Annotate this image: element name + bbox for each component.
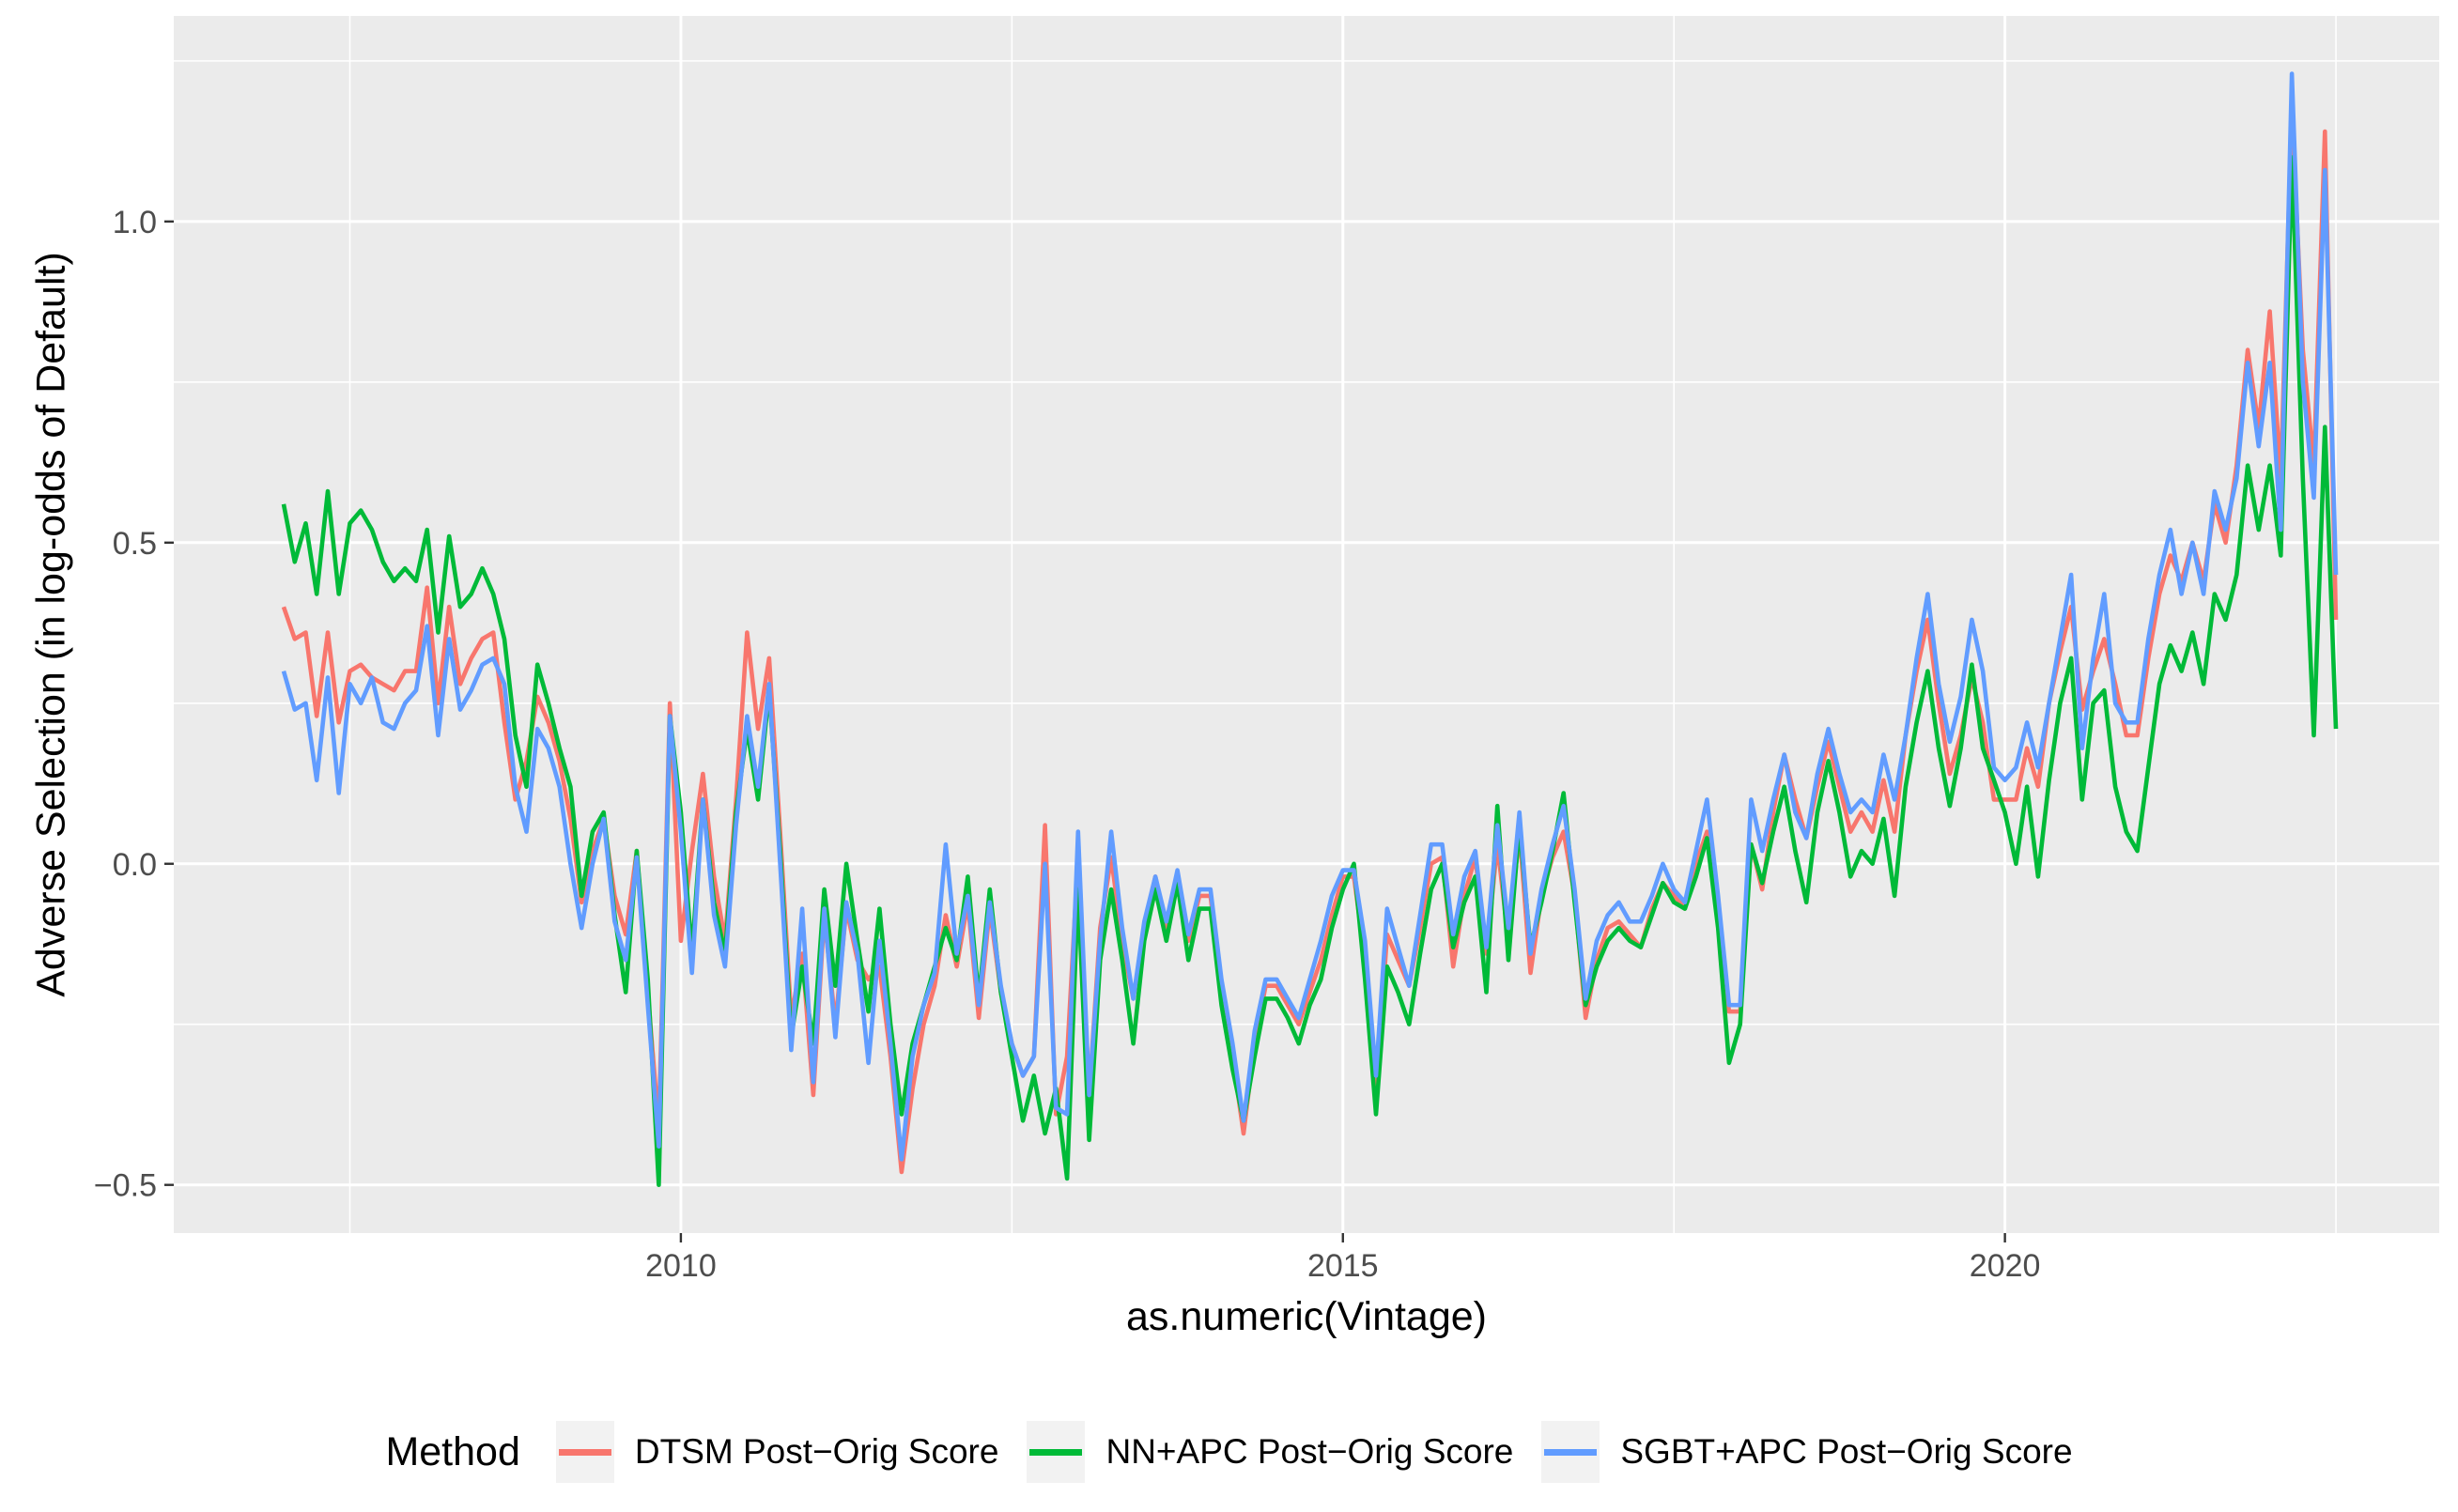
y-tick-label: −0.5 xyxy=(94,1168,157,1204)
series-line-sgbt+apc xyxy=(281,71,2339,1162)
y-tick-label: 1.0 xyxy=(113,205,157,240)
legend: Method DTSM Post−Orig Score NN+APC Post−… xyxy=(0,1405,2458,1499)
x-tick-label: 2020 xyxy=(1970,1248,2041,1284)
legend-label: DTSM Post−Orig Score xyxy=(634,1432,999,1471)
legend-item-dtsm: DTSM Post−Orig Score xyxy=(555,1421,999,1483)
legend-line-icon xyxy=(1029,1448,1083,1456)
series-line-nn+apc xyxy=(281,155,2339,1187)
legend-line-icon xyxy=(558,1448,611,1456)
series-line-dtsm xyxy=(281,103,2339,1175)
legend-item-nn-apc: NN+APC Post−Orig Score xyxy=(1027,1421,1513,1483)
legend-item-sgbt-apc: SGBT+APC Post−Orig Score xyxy=(1541,1421,2073,1483)
legend-label: SGBT+APC Post−Orig Score xyxy=(1620,1432,2073,1471)
legend-key-swatch xyxy=(555,1421,614,1483)
y-axis-title: Adverse Selection (in log-odds of Defaul… xyxy=(28,252,74,997)
y-tick-label: 0.5 xyxy=(113,526,157,562)
legend-line-icon xyxy=(1544,1448,1598,1456)
legend-key-swatch xyxy=(1027,1421,1086,1483)
x-tick-label: 2010 xyxy=(645,1248,717,1284)
legend-title: Method xyxy=(385,1428,520,1474)
x-tick-label: 2015 xyxy=(1307,1248,1379,1284)
legend-key-swatch xyxy=(1541,1421,1600,1483)
x-axis-title: as.numeric(Vintage) xyxy=(1126,1294,1487,1339)
legend-label: NN+APC Post−Orig Score xyxy=(1105,1432,1514,1471)
y-tick-label: 0.0 xyxy=(113,847,157,883)
